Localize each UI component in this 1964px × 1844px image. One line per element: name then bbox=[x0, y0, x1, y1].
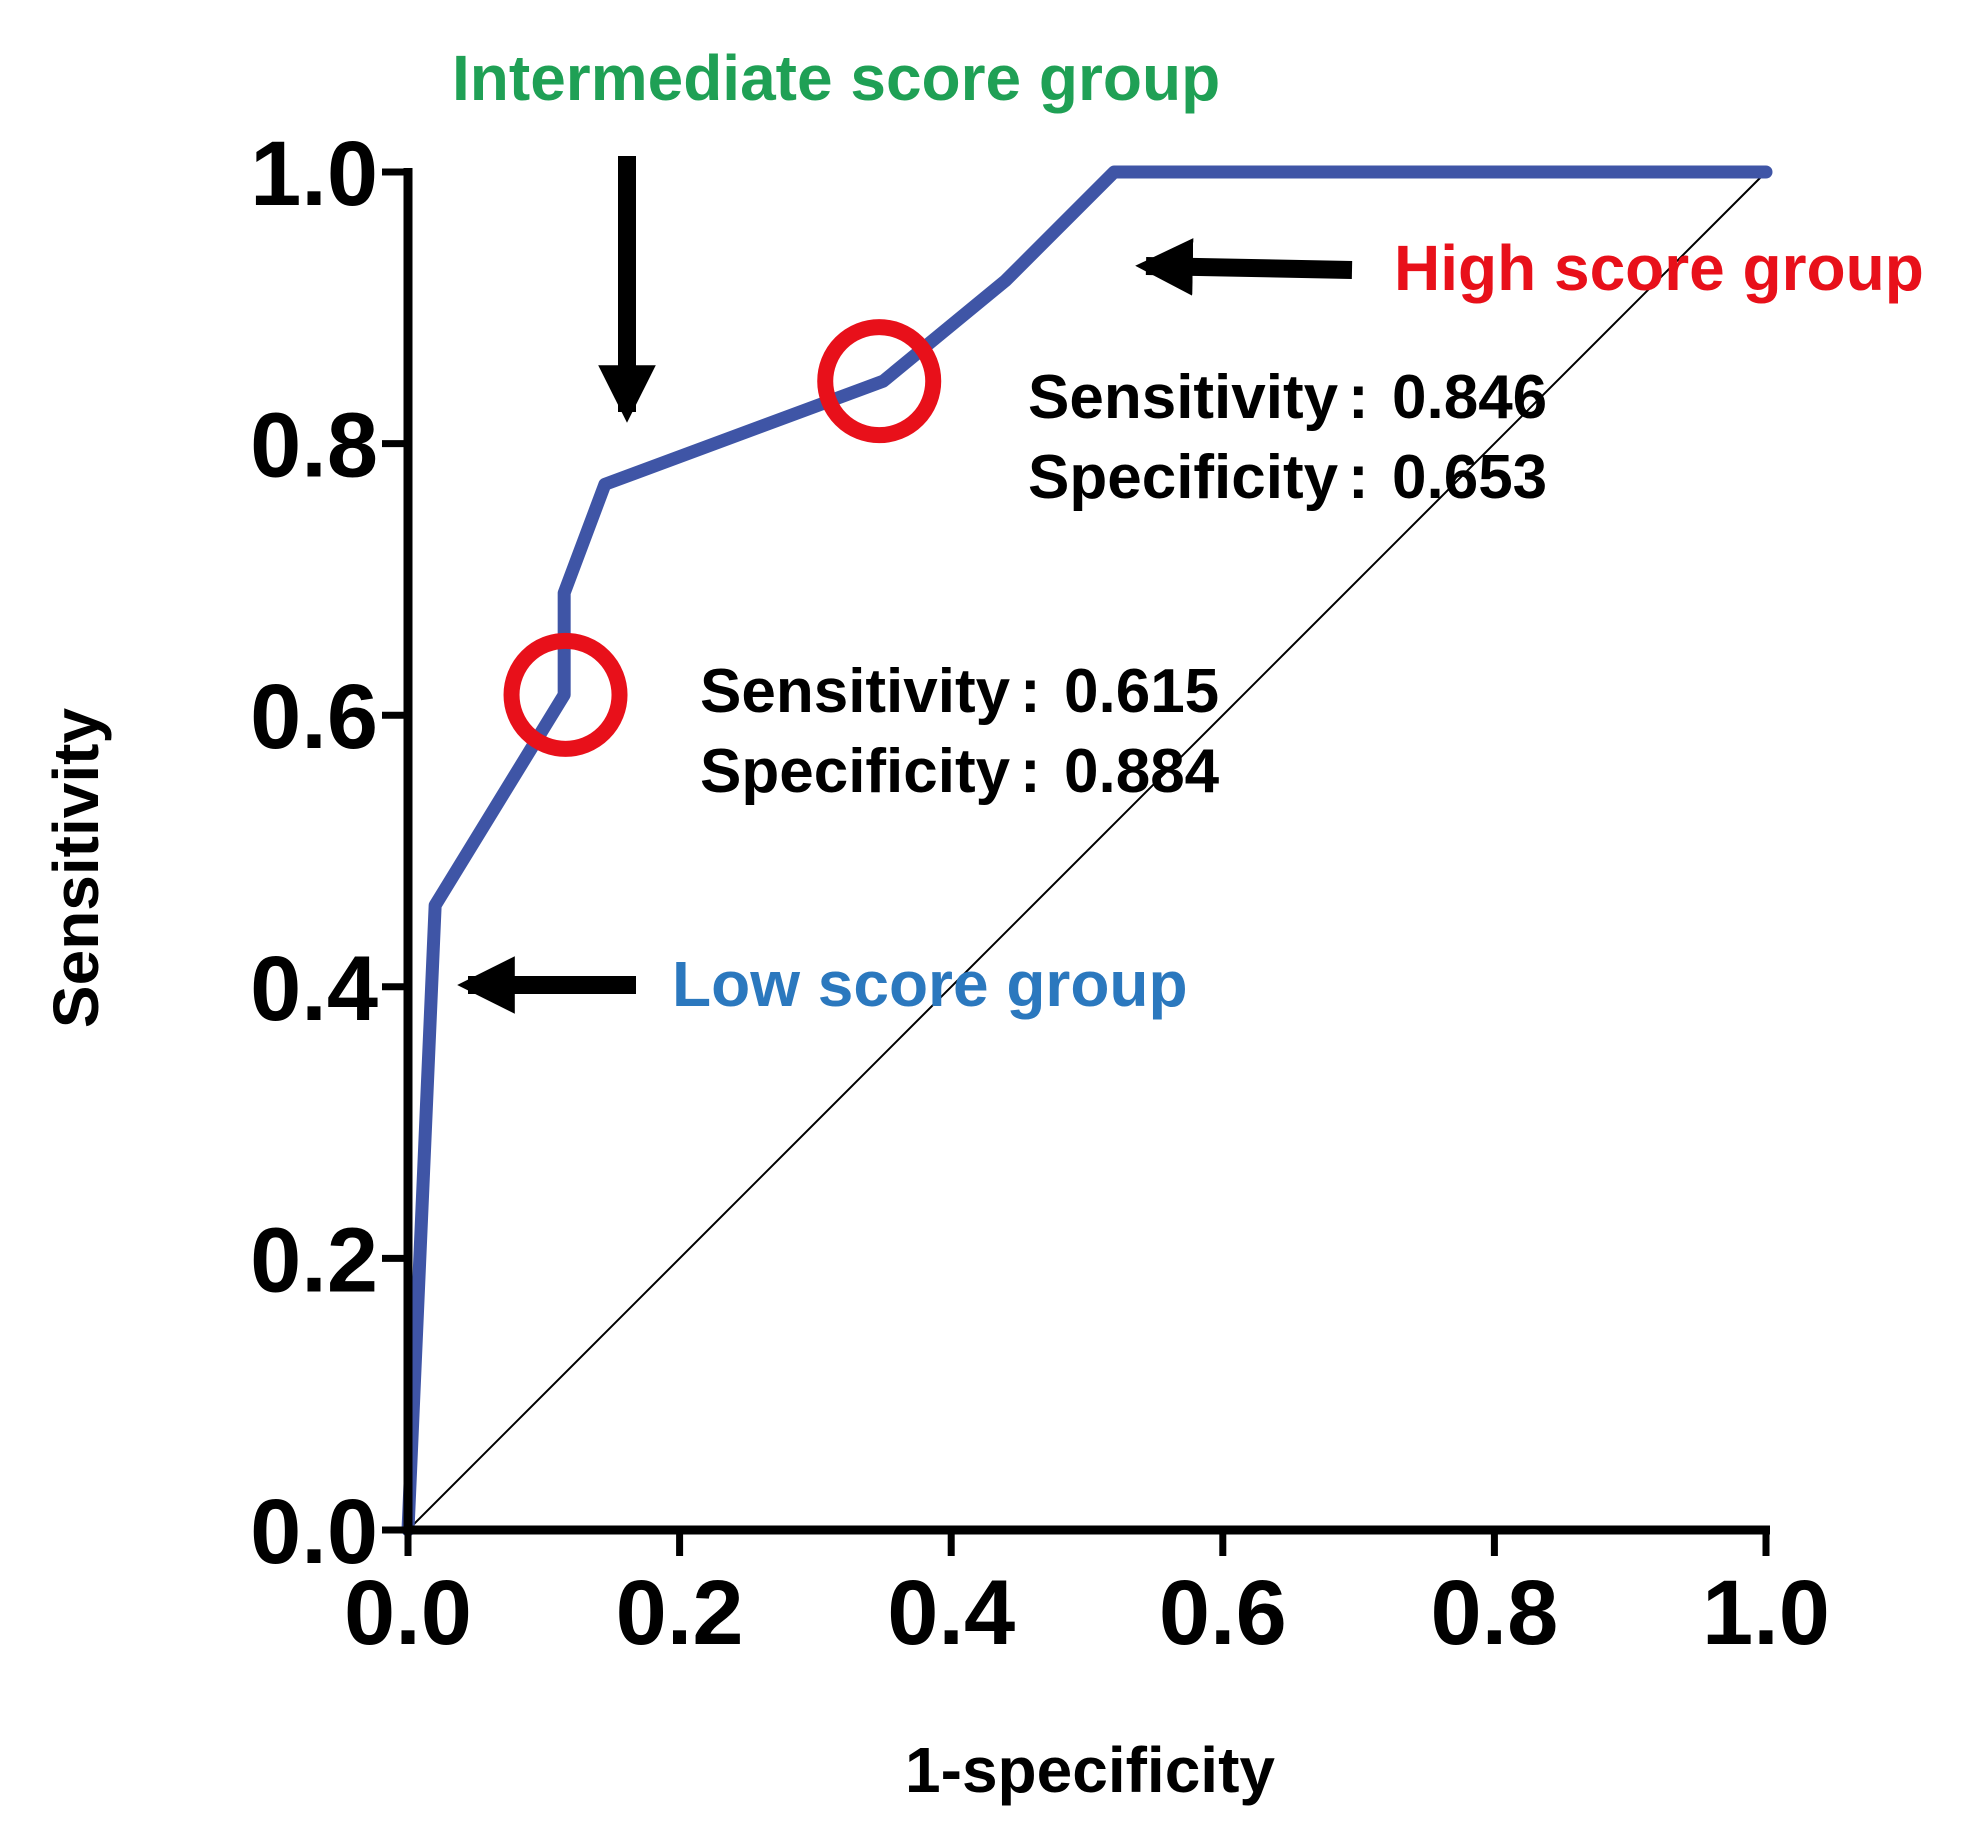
colon: : bbox=[1348, 443, 1369, 512]
y-tick-labels: 0.0 0.2 0.4 0.6 0.8 1.0 bbox=[250, 123, 378, 1583]
colon: : bbox=[1348, 363, 1369, 432]
specificity-label: Specificity bbox=[700, 737, 1011, 806]
colon: : bbox=[1020, 657, 1041, 726]
y-tick-label: 0.6 bbox=[250, 666, 378, 768]
x-tick-label: 0.6 bbox=[1159, 1562, 1287, 1664]
x-tick-label: 0.0 bbox=[344, 1562, 472, 1664]
specificity-value: 0.884 bbox=[1064, 737, 1220, 806]
axis-ticks bbox=[382, 168, 1770, 1556]
x-axis-title: 1-specificity bbox=[905, 1734, 1275, 1806]
annotation-low-cutoff: Sensitivity : 0.615 Specificity : 0.884 bbox=[700, 657, 1220, 806]
y-tick-label: 0.0 bbox=[250, 1481, 378, 1583]
y-tick-label: 0.2 bbox=[250, 1209, 378, 1311]
cutoff-point-circle bbox=[817, 319, 942, 444]
high-group-arrow-icon bbox=[1135, 238, 1353, 296]
y-tick-label: 1.0 bbox=[250, 123, 378, 225]
x-tick-label: 0.8 bbox=[1430, 1562, 1558, 1664]
x-tick-label: 0.2 bbox=[616, 1562, 744, 1664]
specificity-label: Specificity bbox=[1028, 443, 1339, 512]
reference-diagonal-line bbox=[407, 171, 1767, 1531]
x-tick-label: 1.0 bbox=[1702, 1562, 1830, 1664]
sensitivity-label: Sensitivity bbox=[700, 657, 1011, 726]
y-tick-label: 0.4 bbox=[250, 938, 378, 1040]
x-tick-labels: 0.0 0.2 0.4 0.6 0.8 1.0 bbox=[344, 1562, 1830, 1664]
annotation-high-cutoff: Sensitivity : 0.846 Specificity : 0.653 bbox=[1028, 363, 1547, 512]
cutoff-point-circle bbox=[503, 632, 628, 757]
low-score-group-label: Low score group bbox=[672, 948, 1188, 1020]
sensitivity-label: Sensitivity bbox=[1028, 363, 1339, 432]
y-axis-title: Sensitivity bbox=[40, 708, 112, 1029]
high-score-group-label: High score group bbox=[1394, 232, 1924, 304]
sensitivity-value: 0.615 bbox=[1064, 657, 1219, 726]
x-tick-label: 0.4 bbox=[887, 1562, 1015, 1664]
sensitivity-value: 0.846 bbox=[1392, 363, 1547, 432]
intermediate-score-group-label: Intermediate score group bbox=[452, 42, 1220, 114]
y-tick-label: 0.8 bbox=[250, 395, 378, 497]
colon: : bbox=[1020, 737, 1041, 806]
specificity-value: 0.653 bbox=[1392, 443, 1547, 512]
roc-curve-line bbox=[401, 165, 1773, 1537]
